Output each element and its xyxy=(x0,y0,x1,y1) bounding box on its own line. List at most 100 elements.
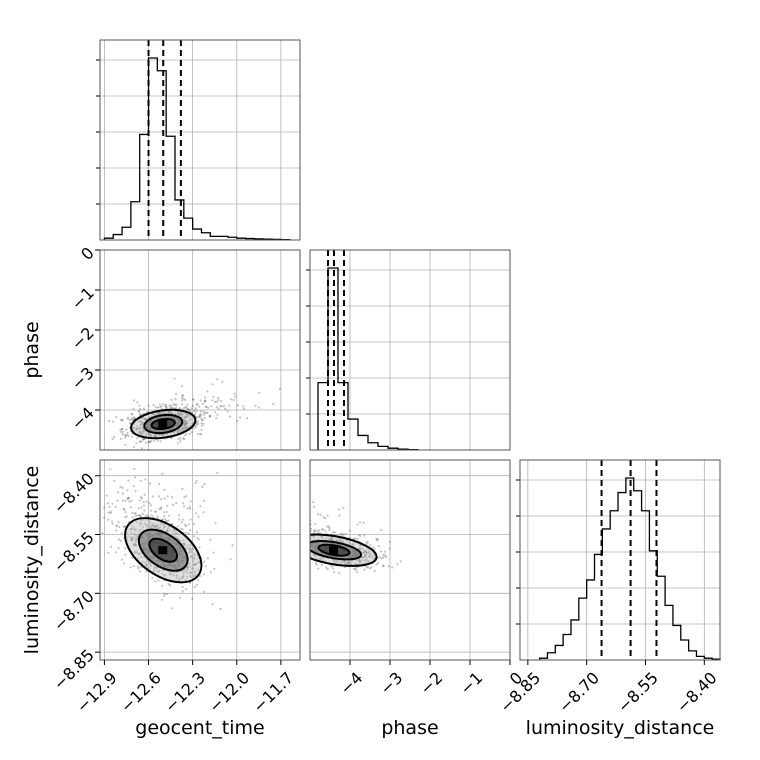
sample-point xyxy=(90,449,92,451)
sample-point xyxy=(184,426,187,429)
sample-point xyxy=(197,561,200,564)
sample-point xyxy=(121,428,124,431)
sample-point xyxy=(272,526,274,528)
sample-point xyxy=(365,540,368,543)
sample-point xyxy=(116,499,119,502)
sample-point xyxy=(263,523,265,525)
sample-point xyxy=(219,405,222,408)
sample-point xyxy=(167,412,171,415)
sample-point xyxy=(126,535,129,538)
sample-point xyxy=(77,523,79,525)
sample-point xyxy=(263,551,265,553)
sample-point xyxy=(286,524,288,526)
sample-point xyxy=(146,410,149,413)
sample-point xyxy=(242,405,245,408)
sample-point xyxy=(307,552,309,554)
sample-point xyxy=(180,412,183,416)
sample-point xyxy=(200,422,203,425)
sample-point xyxy=(372,554,376,557)
sample-point xyxy=(183,434,187,437)
sample-point xyxy=(367,566,370,569)
sample-point xyxy=(305,546,307,548)
sample-point xyxy=(120,558,124,561)
sample-point xyxy=(356,571,359,574)
sample-point xyxy=(317,567,320,570)
sample-point xyxy=(342,533,345,536)
sample-point xyxy=(134,539,138,542)
sample-point xyxy=(163,518,167,521)
sample-point xyxy=(278,536,280,538)
sample-point xyxy=(330,565,333,568)
sample-point xyxy=(213,567,216,570)
sample-point xyxy=(194,562,197,565)
sample-point xyxy=(305,540,307,542)
sample-point xyxy=(285,551,287,553)
sample-point xyxy=(159,440,162,443)
sample-point xyxy=(158,434,161,437)
sample-point xyxy=(365,556,368,559)
sample-point xyxy=(359,561,362,564)
sample-point xyxy=(147,432,150,435)
sample-point xyxy=(153,435,156,438)
sample-point xyxy=(179,440,182,443)
sample-point xyxy=(200,417,203,420)
sample-point xyxy=(149,434,152,437)
histogram-panel-geocent_time xyxy=(96,39,301,241)
sample-point xyxy=(153,567,156,570)
density-peak xyxy=(329,546,338,555)
sample-point xyxy=(117,521,120,524)
sample-point xyxy=(382,565,385,568)
sample-point xyxy=(161,584,164,587)
sample-point xyxy=(188,419,191,422)
sample-point xyxy=(149,563,152,566)
sample-point xyxy=(145,418,148,421)
sample-point xyxy=(187,546,190,550)
y-tick-label: −8.70 xyxy=(50,587,98,635)
sample-point xyxy=(123,508,126,511)
sample-point xyxy=(304,528,306,530)
sample-point xyxy=(163,488,166,491)
sample-point xyxy=(189,547,192,550)
sample-point xyxy=(319,558,322,561)
sample-point xyxy=(273,540,275,542)
sample-point xyxy=(185,414,189,417)
sample-point xyxy=(130,412,133,415)
sample-point xyxy=(192,564,195,567)
sample-point xyxy=(198,405,201,408)
sample-point xyxy=(297,538,299,540)
sample-point xyxy=(193,557,196,560)
sample-point xyxy=(346,561,349,565)
sample-point xyxy=(189,549,192,552)
sample-point xyxy=(168,502,170,504)
sample-point xyxy=(306,540,308,542)
sample-point xyxy=(203,416,206,419)
sample-point xyxy=(127,497,130,500)
sample-point xyxy=(304,532,306,534)
sample-point xyxy=(192,556,195,559)
sample-point xyxy=(144,434,148,437)
sample-point xyxy=(128,496,131,499)
sample-point xyxy=(377,544,380,548)
sample-point xyxy=(169,411,172,414)
sample-point xyxy=(143,430,146,433)
sample-point xyxy=(245,417,249,420)
sample-point xyxy=(339,533,342,536)
sample-point xyxy=(150,525,153,528)
sample-point xyxy=(188,529,192,532)
sample-point xyxy=(322,516,325,519)
sample-point xyxy=(194,407,197,410)
sample-point xyxy=(174,535,177,539)
sample-point xyxy=(307,535,309,537)
sample-point xyxy=(181,413,184,416)
sample-point xyxy=(236,419,239,423)
sample-point xyxy=(197,568,200,571)
sample-point xyxy=(282,527,284,529)
sample-point xyxy=(71,513,73,515)
sample-point xyxy=(204,399,207,402)
sample-point xyxy=(137,410,140,413)
sample-point xyxy=(186,403,189,406)
sample-point xyxy=(138,410,141,414)
sample-point xyxy=(136,551,139,554)
sample-point xyxy=(193,574,196,577)
sample-point xyxy=(340,561,343,564)
